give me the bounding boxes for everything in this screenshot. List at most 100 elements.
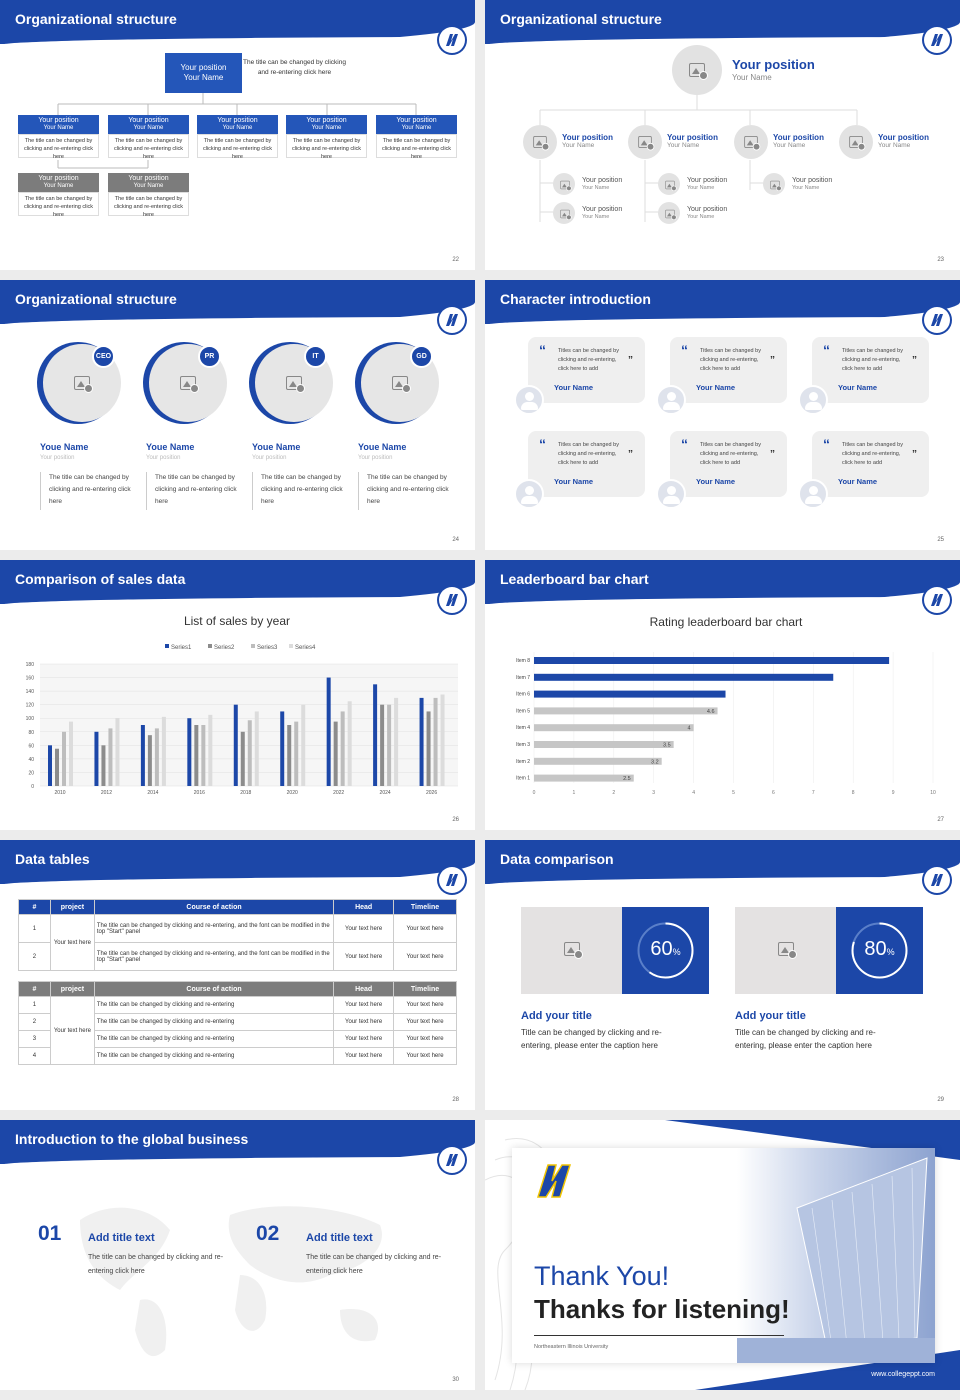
head-cell: Your text here [333, 1030, 395, 1048]
data-label: 2.5 [623, 776, 631, 782]
data-label: 4 [688, 726, 691, 732]
quote-card[interactable]: “ Titles can be changed by clicking and r… [812, 337, 929, 403]
avatar-icon [514, 479, 544, 509]
image-icon [665, 209, 677, 220]
progress-ring [637, 922, 694, 979]
slide-title: Organizational structure [500, 11, 662, 27]
table-row[interactable]: 1 Your text here The title can be changed … [18, 996, 457, 1065]
bar [294, 721, 299, 786]
slide-29[interactable]: Data comparison 60% Add your title Title c… [485, 840, 960, 1110]
bar [62, 731, 66, 786]
page-number: 23 [937, 257, 944, 263]
ring-progress [851, 922, 908, 979]
person-name: Your Name [838, 383, 878, 392]
card-title: Add your title [521, 1010, 592, 1022]
bar [233, 704, 238, 786]
position-box[interactable]: Your position Your Name [18, 115, 99, 134]
bar [69, 721, 73, 786]
bar [280, 711, 285, 786]
x-tick-label: 2014 [147, 790, 158, 796]
position-box[interactable]: Your position Your Name [108, 173, 189, 192]
table-row[interactable]: 2 The title can be changed by clicking an… [18, 942, 457, 971]
quote-card[interactable]: “ Titles can be changed by clicking and r… [670, 337, 787, 403]
quote-card[interactable]: “ Titles can be changed by clicking and r… [670, 431, 787, 497]
y-tick-label: 60 [28, 743, 34, 749]
bar [115, 718, 120, 786]
slide-title: Data tables [15, 851, 90, 867]
slide-28[interactable]: Data tables # project Course of action Head… [0, 840, 475, 1110]
member-avatar[interactable] [839, 125, 873, 159]
position-box[interactable]: Your position Your Name [197, 115, 278, 134]
site-url[interactable]: www.collegeppt.com [871, 1371, 935, 1378]
slide-27[interactable]: Leaderboard bar chart Rating leaderboard… [485, 560, 960, 830]
slide-25[interactable]: Character introduction “ Titles can be ch… [485, 280, 960, 550]
slide-31[interactable]: Thank You! Thanks for listening! Northea… [485, 1120, 960, 1390]
top-avatar[interactable] [672, 45, 722, 95]
slide-22[interactable]: Organizational structure Your position Y… [0, 0, 475, 270]
position-box[interactable]: Your position Your Name [286, 115, 367, 134]
chart-title: List of sales by year [184, 614, 290, 628]
quote-card[interactable]: “ Titles can be changed by clicking and r… [528, 337, 645, 403]
percent-sign: % [886, 947, 895, 957]
sub-name: Your Name [582, 214, 610, 220]
image-placeholder[interactable] [735, 907, 836, 994]
avatar-icon [798, 385, 828, 415]
top-position-box[interactable]: Your position Your Name [165, 53, 242, 93]
member-avatar[interactable] [734, 125, 768, 159]
slide-30[interactable]: Introduction to the global business 01 Ad… [0, 1120, 475, 1390]
image-icon [778, 942, 797, 959]
bar [287, 725, 292, 786]
sub-avatar[interactable] [658, 202, 680, 224]
bar [387, 704, 392, 786]
slide-header [485, 560, 960, 605]
position-label: Your position [396, 117, 437, 124]
quote-card[interactable]: “ Titles can be changed by clicking and r… [812, 431, 929, 497]
slide-23[interactable]: Organizational structure Your position Y… [485, 0, 960, 270]
person-desc: The title can be changed by clicking and… [367, 474, 449, 505]
table-row[interactable]: 4 The title can be changed by clicking an… [18, 1047, 457, 1065]
slide-26[interactable]: Comparison of sales data List of sales b… [0, 560, 475, 830]
member-avatar[interactable] [523, 125, 557, 159]
bar [534, 724, 694, 732]
project-cell: Your text here [49, 914, 95, 971]
position-box[interactable]: Your position Your Name [376, 115, 457, 134]
sub-avatar[interactable] [763, 173, 785, 195]
action-cell: The title can be changed by clicking and… [93, 1047, 335, 1065]
bar [333, 721, 338, 786]
header-row: # project Course of action Head Timeline [18, 981, 457, 997]
y-tick-label: Item 4 [516, 725, 530, 731]
quote-card[interactable]: “ Titles can be changed by clicking and r… [528, 431, 645, 497]
x-tick-label: 8 [852, 790, 855, 796]
x-tick-label: 0 [533, 790, 536, 796]
sub-avatar[interactable] [553, 173, 575, 195]
image-placeholder[interactable] [521, 907, 622, 994]
bar [534, 690, 726, 698]
name-label: Your Name [133, 125, 164, 131]
position-box[interactable]: Your position Your Name [18, 173, 99, 192]
bar [534, 657, 890, 664]
x-tick-label: 4 [692, 790, 695, 796]
person-position: Your position [358, 455, 393, 461]
bar [108, 728, 113, 786]
role-badge: IT [304, 345, 327, 368]
sub-avatar[interactable] [553, 202, 575, 224]
member-avatar[interactable] [628, 125, 662, 159]
item-title: Add title text [306, 1232, 373, 1244]
sub-avatar[interactable] [658, 173, 680, 195]
member-position: Your position [667, 133, 718, 142]
table-row[interactable]: 1 Your text here The title can be changed … [18, 914, 457, 971]
position-desc: The title can be changed by clicking and… [197, 134, 278, 160]
y-tick-label: Item 8 [516, 658, 530, 664]
avatar-body [521, 496, 538, 504]
image-icon [180, 376, 199, 393]
row-number: 1 [18, 996, 51, 1014]
image-icon [560, 209, 572, 220]
y-tick-label: Item 7 [516, 675, 530, 681]
avatar-icon [656, 479, 686, 509]
avatar-icon [514, 385, 544, 415]
image-icon [665, 180, 677, 191]
slide-24[interactable]: Organizational structure CEO Youe Name You… [0, 280, 475, 550]
avatar-head [525, 486, 534, 495]
data-table: # project Course of action Head Timeline 1 You… [18, 899, 457, 971]
position-box[interactable]: Your position Your Name [108, 115, 189, 134]
